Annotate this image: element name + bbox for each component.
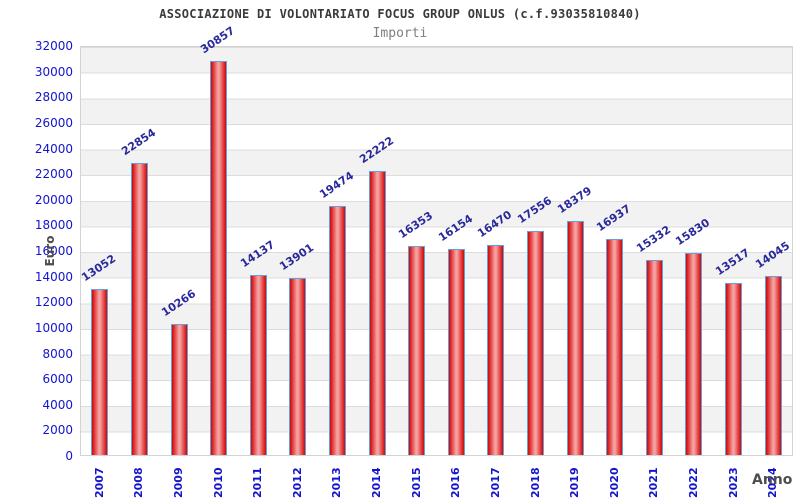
y-axis-tick: 6000	[42, 372, 73, 387]
bar-2014	[368, 171, 386, 455]
x-axis-tick: 2016	[449, 467, 463, 498]
bar-2013	[328, 206, 346, 455]
y-axis-tick: 22000	[34, 167, 73, 182]
x-axis-tick: 2018	[528, 467, 542, 498]
y-axis-tick: 28000	[34, 90, 73, 105]
bar-2020	[606, 238, 624, 455]
x-axis-tick: 2012	[290, 467, 304, 498]
x-axis-tick: 2021	[647, 467, 661, 498]
x-axis-tick: 2022	[686, 467, 700, 498]
x-axis-tick: 2008	[132, 467, 146, 498]
bar-2012	[289, 277, 307, 455]
y-axis-tick: 4000	[42, 397, 73, 412]
x-axis-tick: 2020	[607, 467, 621, 498]
y-axis-tick: 8000	[42, 346, 73, 361]
x-axis-title: Anno	[752, 472, 793, 488]
bar-2008	[130, 163, 148, 455]
bar-2018	[527, 231, 545, 455]
y-axis-tick: 10000	[34, 320, 73, 335]
x-axis-tick: 2017	[488, 467, 502, 498]
y-axis-tick: 32000	[34, 39, 73, 53]
bar-2023	[725, 282, 743, 455]
x-axis-tick: 2013	[330, 467, 344, 498]
y-axis-title: Euro	[43, 235, 57, 267]
bar-2010	[210, 60, 228, 455]
bar-2016	[447, 249, 465, 455]
bar-2009	[170, 324, 188, 455]
y-axis-tick: 20000	[34, 192, 73, 207]
y-axis-tick: 26000	[34, 115, 73, 130]
y-axis-tick: 18000	[34, 218, 73, 233]
bar-2017	[487, 244, 505, 455]
bar-2024	[764, 276, 782, 455]
x-axis-tick: 2007	[92, 467, 106, 498]
y-axis-tick: 2000	[42, 423, 73, 438]
bar-2019	[566, 220, 584, 455]
x-axis-tick: 2009	[172, 467, 186, 498]
x-axis-tick: 2023	[726, 467, 740, 498]
bar-2015	[408, 246, 426, 455]
x-axis-tick: 2019	[568, 467, 582, 498]
x-axis-tick: 2010	[211, 467, 225, 498]
y-axis-tick: 12000	[34, 295, 73, 310]
y-axis-tick: 0	[65, 449, 73, 463]
x-axis-tick: 2015	[409, 467, 423, 498]
y-axis-tick: 30000	[34, 64, 73, 79]
x-axis-tick: 2011	[251, 467, 265, 498]
bar-2007	[91, 288, 109, 455]
bar-2021	[645, 259, 663, 455]
bar-2011	[249, 274, 267, 455]
x-axis-tick: 2014	[370, 467, 384, 498]
bar-2022	[685, 253, 703, 455]
y-axis-tick: 16000	[34, 244, 73, 258]
plot-area	[80, 46, 793, 456]
y-axis-tick: 14000	[34, 269, 73, 284]
y-axis-tick: 24000	[34, 141, 73, 156]
chart-title: ASSOCIAZIONE DI VOLONTARIATO FOCUS GROUP…	[159, 7, 641, 21]
chart-subtitle: Importi	[372, 26, 428, 41]
